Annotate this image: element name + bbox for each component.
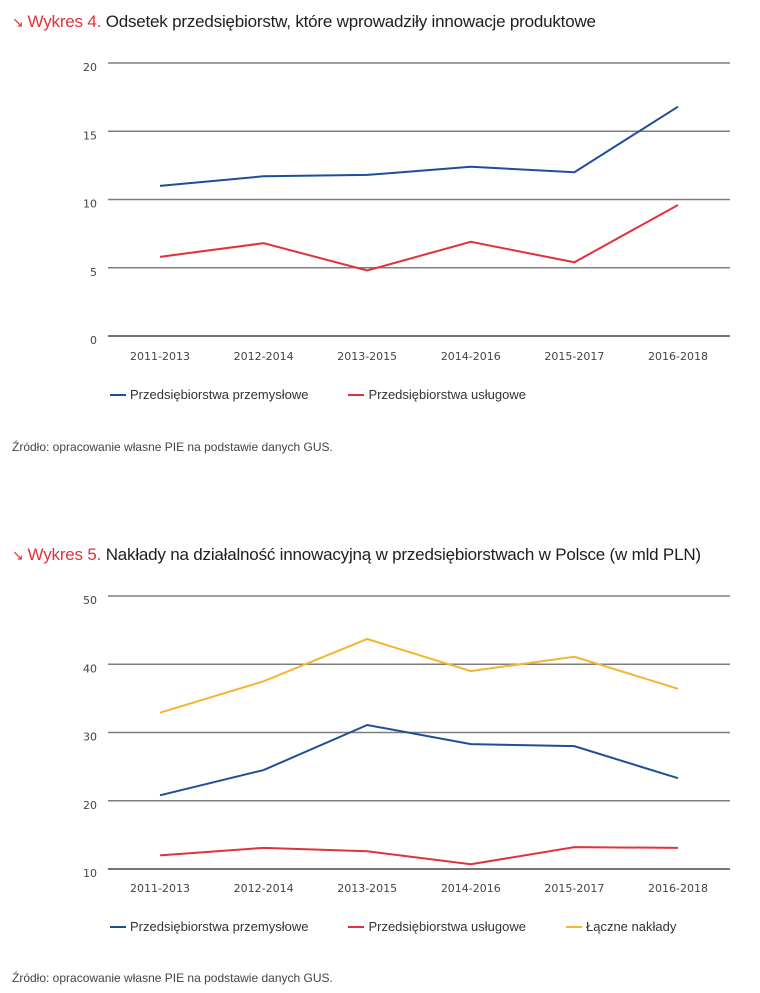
chart-1-title-text: Odsetek przedsiębiorstw, które wprowadzi… xyxy=(105,12,596,31)
legend-label: Łączne nakłady xyxy=(585,919,677,934)
chart-1-legend: Przedsiębiorstwa przemysłowe Przedsiębior… xyxy=(110,387,566,402)
legend-swatch xyxy=(110,393,126,396)
y-tick-label: 5 xyxy=(90,266,97,279)
y-tick-label: 50 xyxy=(83,594,97,607)
chart-2-title-text: Nakłady na działalność innowacyjną w prz… xyxy=(105,545,701,564)
x-tick-label: 2015-2017 xyxy=(544,350,604,363)
legend-item: Przedsiębiorstwa usługowe xyxy=(348,919,526,934)
y-tick-label: 10 xyxy=(83,198,97,211)
x-tick-label: 2014-2016 xyxy=(441,350,501,363)
series-line xyxy=(159,105,679,187)
x-tick-label: 2013-2015 xyxy=(337,350,397,363)
legend-item: Łączne nakłady xyxy=(565,919,677,934)
y-tick-label: 15 xyxy=(83,129,97,142)
x-tick-label: 2013-2015 xyxy=(337,882,397,895)
legend-swatch xyxy=(565,925,582,928)
x-tick-label: 2016-2018 xyxy=(648,882,708,895)
chart-2-source: Źródło: opracowanie własne PIE na podsta… xyxy=(12,971,333,985)
x-tick-label: 2014-2016 xyxy=(441,882,501,895)
legend-item: Przedsiębiorstwa przemysłowe xyxy=(110,919,308,934)
y-tick-label: 20 xyxy=(83,61,97,74)
chart-1-title: ↘ Wykres 4. Odsetek przedsiębiorstw, któr… xyxy=(12,12,596,32)
y-tick-label: 0 xyxy=(90,334,97,347)
legend-label: Przedsiębiorstwa usługowe xyxy=(368,919,526,934)
x-tick-label: 2015-2017 xyxy=(544,882,604,895)
chart-2-title: ↘ Wykres 5. Nakłady na działalność innowa… xyxy=(12,545,701,565)
x-tick-label: 2012-2014 xyxy=(234,350,294,363)
x-tick-label: 2011-2013 xyxy=(130,882,190,895)
chart-1-plot: 0 5 10 15 20 2011-2013 2012-2014 2013-2015 2014-… xyxy=(83,61,730,363)
legend-swatch xyxy=(348,925,365,928)
chart-1-source: Źródło: opracowanie własne PIE na podsta… xyxy=(12,440,333,454)
x-tick-label: 2012-2014 xyxy=(234,882,294,895)
arrow-down-right-icon: ↘ xyxy=(12,14,24,30)
legend-swatch xyxy=(348,393,365,396)
chart-1-number: Wykres 4. xyxy=(27,12,102,31)
series-line xyxy=(159,723,679,797)
legend-swatch xyxy=(110,925,126,928)
chart-2-legend: Przedsiębiorstwa przemysłowe Przedsiębior… xyxy=(110,919,716,934)
x-tick-label: 2011-2013 xyxy=(130,350,190,363)
x-tick-label: 2016-2018 xyxy=(648,350,708,363)
y-tick-label: 30 xyxy=(83,731,97,744)
arrow-down-right-icon: ↘ xyxy=(12,547,24,563)
chart-2-number: Wykres 5. xyxy=(27,545,102,564)
legend-item: Przedsiębiorstwa przemysłowe xyxy=(110,387,308,402)
y-tick-label: 10 xyxy=(83,867,97,880)
series-line xyxy=(159,846,679,866)
y-tick-label: 20 xyxy=(83,799,97,812)
series-line xyxy=(159,204,679,272)
legend-label: Przedsiębiorstwa przemysłowe xyxy=(130,387,309,402)
series-line xyxy=(159,637,679,714)
legend-item: Przedsiębiorstwa usługowe xyxy=(348,387,526,402)
y-tick-label: 40 xyxy=(83,662,97,675)
legend-label: Przedsiębiorstwa usługowe xyxy=(368,387,526,402)
legend-label: Przedsiębiorstwa przemysłowe xyxy=(130,919,309,934)
